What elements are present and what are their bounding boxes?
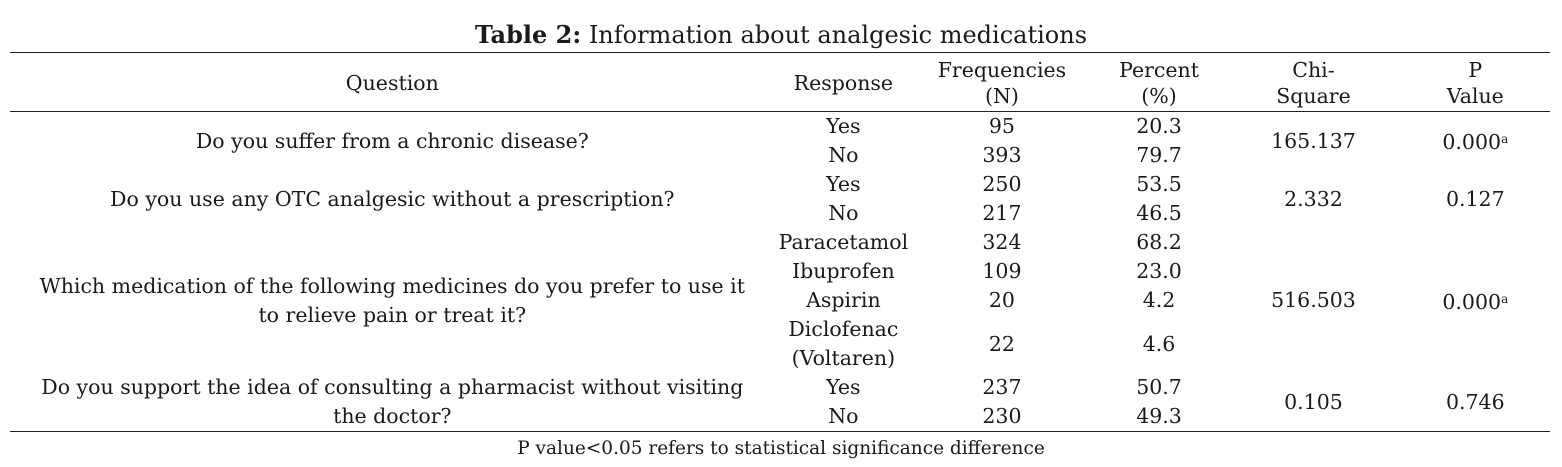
- header-percent-line2: (%): [1141, 84, 1177, 108]
- chi-square-cell: 0.105: [1226, 373, 1401, 432]
- table-caption-label: Table 2:: [474, 20, 582, 49]
- question-cell: Do you support the idea of consulting a …: [10, 373, 775, 432]
- table-row: Aspirin 20 4.2: [10, 286, 1550, 315]
- table-row: Ibuprofen 109 23.0: [10, 257, 1550, 286]
- analgesic-table: Question Response Frequencies (N) Percent…: [10, 52, 1550, 432]
- frequency-cell: 250: [982, 172, 1022, 196]
- question-cell: Do you use any OTC analgesic without a p…: [110, 186, 675, 211]
- response-cell: Diclofenac (Voltaren): [775, 315, 913, 373]
- percent-cell: 46.5: [1136, 201, 1182, 225]
- header-percent: Percent (%): [1091, 52, 1227, 112]
- p-value: 0.000: [1442, 289, 1502, 314]
- percent-cell: 53.5: [1136, 172, 1182, 196]
- p-value-cell: 0.127: [1401, 170, 1550, 228]
- chi-square-cell: 165.137: [1271, 128, 1356, 153]
- header-percent-line1: Percent: [1119, 58, 1199, 82]
- header-frequencies-line1: Frequencies: [937, 58, 1067, 82]
- header-frequencies: Frequencies (N): [912, 52, 1092, 112]
- percent-cell: 68.2: [1136, 230, 1182, 254]
- table-row: No 217 46.5: [10, 199, 1550, 228]
- response-cell: Yes: [826, 172, 861, 196]
- table-caption-text: Information about analgesic medications: [581, 21, 1088, 49]
- response-cell: Yes: [826, 375, 861, 399]
- response-cell: Paracetamol: [778, 230, 909, 254]
- percent-cell: 50.7: [1136, 375, 1182, 399]
- percent-cell: 20.3: [1136, 114, 1182, 138]
- header-chi-square: Chi- Square: [1226, 52, 1401, 112]
- header-row: Question Response Frequencies (N) Percent…: [10, 52, 1550, 112]
- p-value-cell: 0.000a: [1401, 112, 1550, 171]
- table-footnote: P value<0.05 refers to statistical signi…: [517, 438, 1045, 459]
- header-response: Response: [774, 52, 913, 112]
- table-row: Do you use any OTC analgesic without a p…: [10, 170, 1550, 211]
- table-row: No 230 49.3: [10, 402, 1550, 432]
- header-p-line1: P: [1468, 58, 1483, 82]
- table-row: Do you suffer from a chronic disease? Ye…: [10, 112, 1550, 154]
- frequency-cell: 95: [988, 114, 1015, 138]
- percent-cell: 79.7: [1136, 143, 1182, 167]
- question-line1: Which medication of the following medici…: [39, 273, 745, 298]
- question-line2: to relieve pain or treat it?: [258, 302, 527, 327]
- p-value: 0.000: [1442, 130, 1502, 154]
- question-cell: Do you suffer from a chronic disease?: [195, 128, 589, 153]
- frequency-cell: 217: [982, 201, 1022, 225]
- percent-cell: 23.0: [1136, 259, 1182, 283]
- frequency-cell: 393: [982, 143, 1022, 167]
- p-value-cell: 0.746: [1400, 373, 1550, 432]
- header-frequencies-line2: (N): [984, 84, 1019, 108]
- chi-square-cell: 516.503: [1271, 288, 1356, 312]
- percent-cell: 49.3: [1091, 402, 1227, 432]
- question-cell: Which medication of the following medici…: [10, 228, 775, 373]
- response-cell: Ibuprofen: [792, 259, 895, 283]
- frequency-cell: 237: [982, 375, 1022, 399]
- header-chi-line2: Square: [1276, 84, 1351, 108]
- percent-cell: 4.6: [1142, 331, 1176, 356]
- response-line1: Diclofenac: [788, 317, 899, 341]
- table-row: Do you support the idea of consulting a …: [10, 373, 1550, 432]
- frequency-cell: 109: [982, 259, 1022, 283]
- frequency-cell: 22: [988, 331, 1015, 356]
- response-cell: Yes: [826, 114, 861, 138]
- p-value-superscript: a: [1501, 132, 1509, 146]
- p-value: 0.746: [1445, 389, 1505, 414]
- chi-square-cell: 2.332: [1284, 186, 1343, 211]
- header-question: Question: [10, 52, 775, 112]
- table-row: No 393 79.7: [10, 141, 1550, 170]
- response-cell: No: [774, 402, 913, 432]
- header-chi-line1: Chi-: [1292, 58, 1335, 82]
- frequency-cell: 324: [982, 230, 1022, 254]
- table-row: Diclofenac (Voltaren) 22 4.6: [10, 315, 1550, 373]
- frequency-cell: 20: [988, 288, 1015, 312]
- p-value: 0.127: [1445, 186, 1505, 211]
- header-p-value: P Value: [1400, 52, 1550, 112]
- p-value-superscript: a: [1501, 291, 1509, 306]
- percent-cell: 4.2: [1142, 288, 1176, 312]
- table-row: Which medication of the following medici…: [10, 228, 1550, 327]
- p-value-cell: 0.000a: [1401, 228, 1550, 373]
- response-cell: No: [828, 201, 859, 225]
- response-cell: Aspirin: [806, 288, 881, 312]
- table-caption: Table 2: Information about analgesic med…: [0, 20, 1562, 50]
- response-cell: No: [828, 143, 859, 167]
- frequency-cell: 230: [912, 402, 1092, 432]
- header-p-line2: Value: [1446, 84, 1504, 108]
- question-line2: the doctor?: [333, 404, 452, 428]
- question-line1: Do you support the idea of consulting a …: [41, 375, 744, 399]
- response-line2: (Voltaren): [791, 346, 896, 370]
